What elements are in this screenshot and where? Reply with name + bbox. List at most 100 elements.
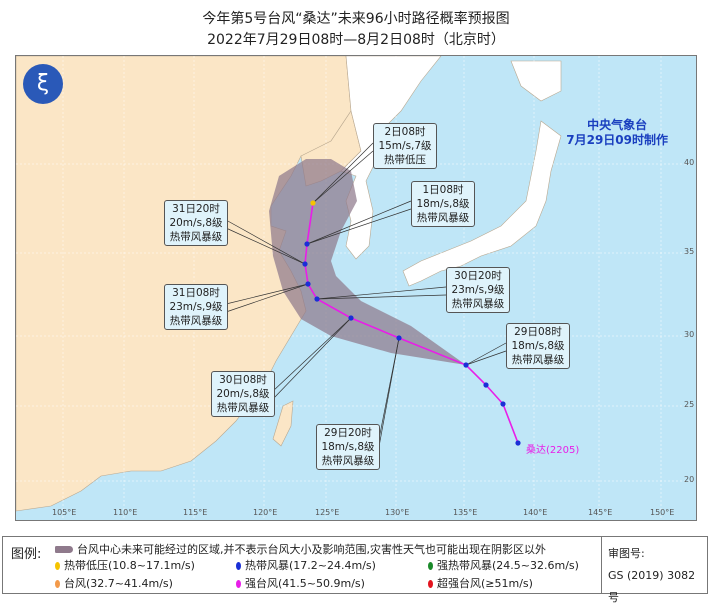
intensity-dot-icon [428, 580, 433, 588]
issue-time: 7月29日09时制作 [566, 133, 668, 147]
leader-line [312, 142, 374, 204]
lat-tick: 25 [684, 400, 695, 409]
leader-line [225, 219, 306, 265]
legend-head: 图例: [11, 547, 42, 562]
legend-cone-text: 台风中心未来可能经过的区域,并不表示台风大小及影响范围,灾害性天气也可能出现在阴… [77, 543, 546, 556]
review-number: 审图号: GS (2019) 3082号 [601, 537, 707, 604]
lat-tick: 30 [684, 330, 695, 339]
forecast-level: 热带风暴级 [169, 231, 223, 243]
lon-tick: 145°E [588, 508, 613, 517]
legend-item-label: 热带低压(10.8~17.1m/s) [64, 559, 195, 572]
forecast-label: 29日08时 18m/s,8级 热带风暴级 [506, 323, 570, 369]
lon-tick: 130°E [385, 508, 410, 517]
forecast-wind: 20m/s,8级 [169, 217, 223, 229]
forecast-time: 30日08时 [219, 374, 267, 386]
lat-tick: 40 [684, 158, 695, 167]
leader-line [306, 208, 412, 245]
forecast-wind: 18m/s,8级 [321, 441, 375, 453]
forecast-level: 热带风暴级 [169, 315, 223, 327]
forecast-label: 30日20时 23m/s,9级 热带风暴级 [446, 267, 510, 313]
forecast-label: 31日08时 23m/s,9级 热带风暴级 [164, 284, 228, 330]
legend: 图例: 台风中心未来可能经过的区域,并不表示台风大小及影响范围,灾害性天气也可能… [2, 536, 708, 604]
lon-tick: 105°E [52, 508, 77, 517]
map-subtitle: 2022年7月29日08时—8月2日08时（北京时） [207, 32, 505, 48]
issuer: 中央气象台 7月29日09时制作 [566, 118, 668, 148]
review-label: 审图号: [608, 547, 645, 560]
lon-tick: 125°E [315, 508, 340, 517]
forecast-time: 30日20时 [454, 270, 502, 282]
legend-item-label: 超强台风(≥51m/s) [437, 577, 533, 590]
forecast-time: 31日20时 [172, 203, 220, 215]
track-point [348, 315, 354, 321]
map-title: 今年第5号台风“桑达”未来96小时路径概率预报图 [202, 11, 510, 27]
track-point [483, 382, 489, 388]
track-point [304, 241, 310, 247]
lon-tick: 120°E [253, 508, 278, 517]
intensity-dot-icon [236, 580, 241, 588]
lon-tick: 135°E [453, 508, 478, 517]
forecast-level: 热带风暴级 [216, 402, 270, 414]
track-point [396, 335, 402, 341]
forecast-level: 热带风暴级 [416, 212, 470, 224]
legend-item: 热带低压(10.8~17.1m/s) [55, 557, 195, 573]
leader-line [312, 150, 374, 204]
lon-tick: 115°E [183, 508, 208, 517]
intensity-dot-icon [236, 562, 241, 570]
intensity-dot-icon [428, 562, 433, 570]
track-point [463, 362, 469, 368]
forecast-level: 热带低压 [384, 154, 426, 166]
legend-item: 强台风(41.5~50.9m/s) [236, 575, 365, 591]
forecast-level: 热带风暴级 [451, 298, 505, 310]
lon-tick: 110°E [113, 508, 138, 517]
storm-name-label: 桑达(2205) [526, 445, 580, 456]
leader-line [465, 350, 507, 366]
forecast-wind: 23m/s,9级 [169, 301, 223, 313]
cone-swatch [55, 546, 73, 553]
leader-line [272, 317, 352, 392]
track-point [305, 281, 311, 287]
legend-item: 强热带风暴(24.5~32.6m/s) [428, 557, 579, 573]
forecast-time: 29日20时 [324, 427, 372, 439]
intensity-dot-icon [55, 562, 60, 570]
forecast-wind: 20m/s,8级 [216, 388, 270, 400]
leader-line [465, 342, 507, 366]
leader-line [225, 227, 306, 265]
forecast-label: 30日08时 20m/s,8级 热带风暴级 [211, 371, 275, 417]
lat-tick: 20 [684, 475, 695, 484]
track-point [314, 296, 320, 302]
forecast-label: 2日08时 15m/s,7级 热带低压 [373, 123, 437, 169]
forecast-label: 31日20时 20m/s,8级 热带风暴级 [164, 200, 228, 246]
legend-item: 热带风暴(17.2~24.4m/s) [236, 557, 376, 573]
leader-line [272, 317, 352, 400]
review-value: GS (2019) 3082号 [608, 569, 696, 604]
land-taiwan [272, 400, 294, 447]
forecast-wind: 18m/s,8级 [416, 198, 470, 210]
leader-line [316, 294, 447, 300]
forecast-wind: 15m/s,7级 [378, 140, 432, 152]
legend-item-label: 强热带风暴(24.5~32.6m/s) [437, 559, 579, 572]
lon-tick: 140°E [523, 508, 548, 517]
forecast-label: 29日20时 18m/s,8级 热带风暴级 [316, 424, 380, 470]
track-point [310, 200, 316, 206]
probability-cone [269, 159, 466, 365]
intensity-dot-icon [55, 580, 60, 588]
forecast-label: 1日08时 18m/s,8级 热带风暴级 [411, 181, 475, 227]
legend-cone: 台风中心未来可能经过的区域,并不表示台风大小及影响范围,灾害性天气也可能出现在阴… [55, 541, 546, 557]
leader-line [306, 200, 412, 245]
legend-item-label: 台风(32.7~41.4m/s) [64, 577, 173, 590]
leader-line [316, 286, 447, 300]
track-point [302, 261, 308, 267]
forecast-time: 29日08时 [514, 326, 562, 338]
legend-item-label: 热带风暴(17.2~24.4m/s) [245, 559, 376, 572]
leader-line [225, 283, 309, 313]
leader-line [225, 283, 309, 305]
lat-tick: 35 [684, 247, 695, 256]
forecast-wind: 23m/s,9级 [451, 284, 505, 296]
legend-item: 台风(32.7~41.4m/s) [55, 575, 173, 591]
label-leader-lines [225, 142, 507, 453]
legend-item: 超强台风(≥51m/s) [428, 575, 533, 591]
cma-logo: ξ [23, 64, 63, 104]
typhoon-track-map: 中央气象台 7月29日09时制作 ξ 桑达(2205) 2日08时 15m/s,7级… [15, 55, 697, 521]
forecast-level: 热带风暴级 [511, 354, 565, 366]
leader-line [377, 337, 400, 453]
